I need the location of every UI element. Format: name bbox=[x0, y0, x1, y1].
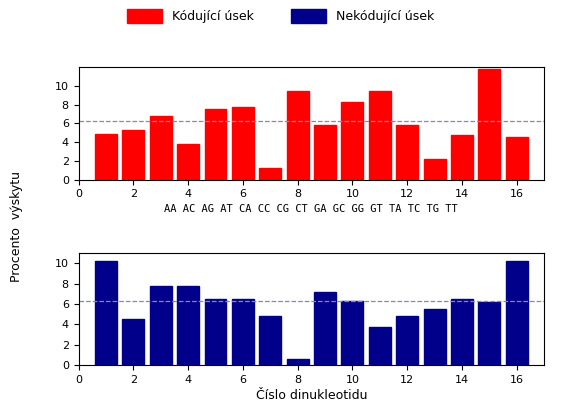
Bar bbox=[314, 292, 336, 365]
Bar bbox=[259, 168, 281, 180]
Bar bbox=[424, 309, 445, 365]
Bar bbox=[177, 144, 199, 180]
Bar bbox=[479, 69, 500, 180]
Bar bbox=[287, 359, 309, 365]
Bar bbox=[95, 261, 117, 365]
Bar bbox=[259, 316, 281, 365]
Text: Procento  výskytu: Procento výskytu bbox=[10, 171, 24, 282]
Bar bbox=[232, 299, 254, 365]
Bar bbox=[479, 302, 500, 365]
Bar bbox=[122, 319, 144, 365]
Bar bbox=[122, 130, 144, 180]
Bar bbox=[342, 301, 364, 365]
Bar bbox=[396, 125, 418, 180]
Bar bbox=[451, 299, 473, 365]
Bar bbox=[177, 286, 199, 365]
Bar bbox=[342, 102, 364, 180]
X-axis label: Číslo dinukleotidu: Číslo dinukleotidu bbox=[256, 389, 367, 402]
Bar bbox=[506, 261, 528, 365]
Bar bbox=[205, 299, 227, 365]
Bar bbox=[451, 135, 473, 180]
Bar bbox=[95, 134, 117, 180]
Legend: Kódující úsek, Nekódující úsek: Kódující úsek, Nekódující úsek bbox=[122, 4, 439, 28]
Bar bbox=[150, 116, 172, 180]
Bar bbox=[369, 91, 391, 180]
Bar bbox=[396, 316, 418, 365]
Bar bbox=[150, 286, 172, 365]
Bar bbox=[314, 125, 336, 180]
Bar bbox=[506, 136, 528, 180]
Bar bbox=[369, 326, 391, 365]
Bar bbox=[232, 107, 254, 180]
Bar bbox=[205, 109, 227, 180]
Bar bbox=[424, 159, 445, 180]
Bar bbox=[287, 91, 309, 180]
X-axis label: AA AC AG AT CA CC CG CT GA GC GG GT TA TC TG TT: AA AC AG AT CA CC CG CT GA GC GG GT TA T… bbox=[164, 204, 458, 214]
